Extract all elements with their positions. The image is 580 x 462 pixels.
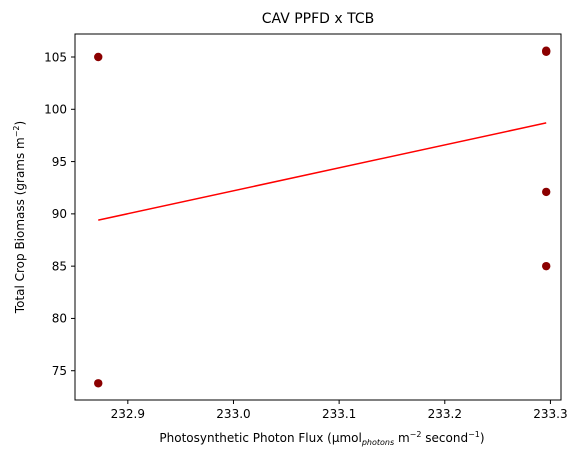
x-tick-label: 232.9 — [111, 407, 145, 421]
y-tick-label: 90 — [52, 207, 67, 221]
y-label-superscript: −2 — [12, 125, 21, 137]
x-label-close: ) — [480, 431, 485, 445]
y-label-close: ) — [13, 121, 27, 126]
y-axis-label: Total Crop Biomass (grams m−2) — [12, 121, 27, 314]
y-tick-label: 75 — [52, 364, 67, 378]
data-point — [94, 379, 103, 388]
y-axis-ticks: 75 80 85 90 95 100 105 — [44, 50, 75, 378]
chart-title: CAV PPFD x TCB — [262, 11, 375, 27]
x-label-main: Photosynthetic Photon Flux (µmol — [159, 431, 361, 445]
y-label-main: Total Crop Biomass (grams m — [13, 137, 27, 314]
data-point — [94, 52, 103, 62]
x-label-end: second — [421, 431, 468, 445]
data-point — [542, 187, 551, 197]
x-label-superscript-2: −1 — [468, 430, 480, 439]
x-tick-label: 233.2 — [428, 407, 462, 421]
y-tick-label: 95 — [52, 155, 67, 169]
y-tick-label: 100 — [44, 103, 67, 117]
y-tick-label: 105 — [44, 50, 67, 64]
x-label-mid: m — [394, 431, 410, 445]
x-axis-label: Photosynthetic Photon Flux (µmolphotons … — [159, 430, 484, 447]
x-label-superscript-1: −2 — [410, 430, 422, 439]
data-point — [542, 46, 551, 55]
x-label-subscript: photons — [361, 438, 394, 447]
x-tick-label: 233.1 — [322, 407, 356, 421]
x-tick-label: 233.3 — [533, 407, 567, 421]
x-tick-label: 233.0 — [216, 407, 250, 421]
data-point — [542, 261, 551, 271]
plot-marks — [94, 46, 551, 388]
trend-line — [98, 122, 547, 221]
x-axis-ticks: 232.9 233.0 233.1 233.2 233.3 — [111, 400, 568, 421]
y-tick-label: 80 — [52, 312, 67, 326]
y-tick-label: 85 — [52, 259, 67, 273]
axes-frame — [74, 33, 562, 401]
